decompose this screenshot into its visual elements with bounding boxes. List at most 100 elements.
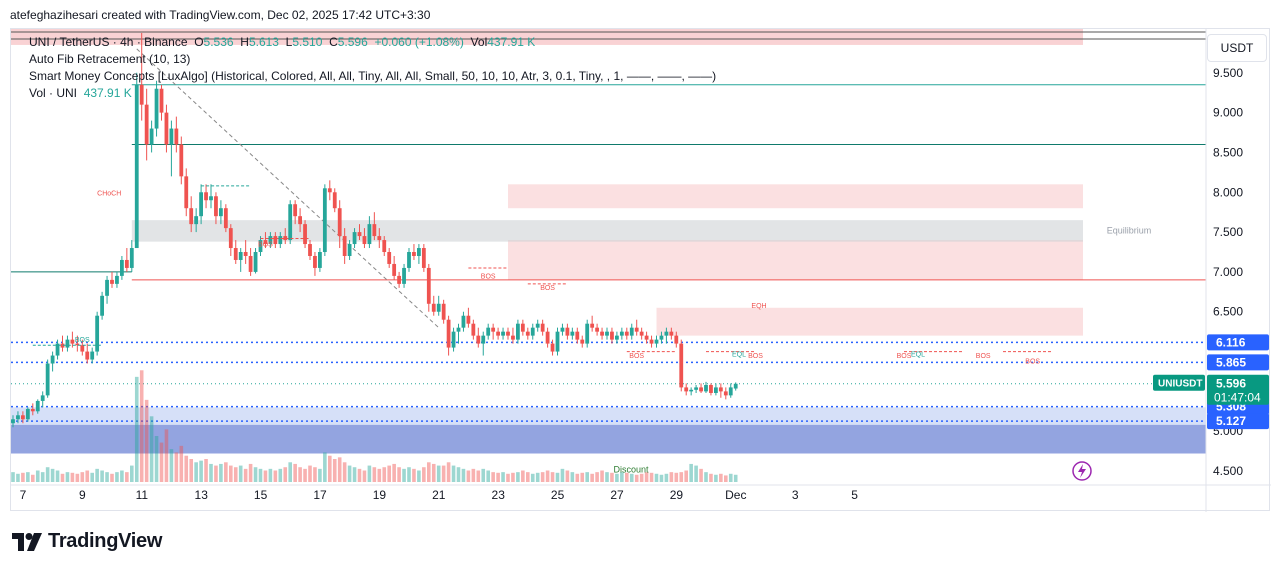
candle-body[interactable] (372, 224, 377, 237)
candle-body[interactable] (674, 335, 679, 344)
candle-body[interactable] (728, 387, 733, 396)
candle-body[interactable] (417, 248, 421, 256)
candle-body[interactable] (629, 327, 634, 336)
candle-body[interactable] (639, 331, 644, 336)
candle-body[interactable] (689, 389, 694, 392)
candle-body[interactable] (516, 323, 520, 340)
candle-body[interactable] (436, 303, 441, 312)
candle-body[interactable] (194, 216, 199, 225)
candle-body[interactable] (446, 319, 451, 348)
candle-body[interactable] (511, 335, 515, 340)
candle-body[interactable] (709, 385, 713, 393)
candle-body[interactable] (456, 327, 461, 332)
candle-body[interactable] (124, 259, 129, 268)
candle-body[interactable] (303, 224, 307, 245)
candle-body[interactable] (139, 84, 144, 105)
candle-body[interactable] (342, 236, 347, 256)
candle-body[interactable] (367, 224, 372, 245)
candle-body[interactable] (154, 88, 159, 129)
candle-body[interactable] (253, 252, 258, 272)
candle-body[interactable] (441, 303, 446, 320)
candle-body[interactable] (80, 345, 85, 352)
candle-body[interactable] (634, 327, 639, 332)
candle-body[interactable] (219, 208, 223, 217)
candle-body[interactable] (60, 343, 65, 348)
candle-body[interactable] (243, 252, 248, 256)
candle-body[interactable] (669, 331, 674, 336)
candle-body[interactable] (50, 355, 55, 364)
candle-body[interactable] (397, 275, 401, 284)
candle-body[interactable] (16, 415, 20, 420)
candle-body[interactable] (30, 408, 35, 412)
candle-body[interactable] (664, 331, 669, 336)
candle-body[interactable] (308, 244, 312, 256)
candle-body[interactable] (426, 267, 431, 304)
candle-body[interactable] (352, 232, 357, 245)
tradingview-logo[interactable]: TradingView (12, 530, 162, 553)
candle-body[interactable] (332, 192, 337, 209)
chart-canvas[interactable]: CHoCH BOS BOS BOS BOS BOS BOS BOS BOS BOS EQH EQL EQ… (11, 29, 1271, 512)
candle-body[interactable] (431, 303, 436, 312)
candle-body[interactable] (11, 419, 15, 424)
candle-body[interactable] (45, 363, 50, 396)
candle-body[interactable] (25, 408, 30, 420)
candle-body[interactable] (733, 383, 738, 389)
candle-body[interactable] (184, 176, 189, 209)
currency-button[interactable]: USDT (1207, 34, 1267, 62)
candle-body[interactable] (684, 387, 689, 392)
candle-body[interactable] (402, 267, 406, 284)
candle-body[interactable] (694, 387, 698, 390)
candle-body[interactable] (723, 391, 728, 396)
candle-body[interactable] (491, 327, 496, 332)
candle-body[interactable] (570, 331, 575, 336)
candle-body[interactable] (704, 385, 708, 392)
candle-body[interactable] (85, 351, 90, 360)
candle-body[interactable] (555, 331, 560, 352)
candle-body[interactable] (233, 248, 238, 260)
candle-body[interactable] (605, 331, 609, 336)
candle-body[interactable] (486, 327, 491, 336)
candle-body[interactable] (313, 255, 317, 268)
candle-body[interactable] (298, 216, 302, 225)
candle-body[interactable] (283, 236, 288, 241)
candle-body[interactable] (120, 259, 124, 276)
candle-body[interactable] (496, 331, 500, 336)
candle-body[interactable] (615, 335, 619, 340)
candle-body[interactable] (481, 335, 486, 344)
candle-body[interactable] (600, 331, 604, 336)
candle-body[interactable] (466, 315, 471, 324)
candle-body[interactable] (550, 343, 555, 352)
candle-body[interactable] (357, 232, 362, 237)
candle-body[interactable] (718, 387, 723, 392)
candle-body[interactable] (347, 244, 352, 256)
candle-body[interactable] (223, 208, 228, 229)
candle-body[interactable] (105, 279, 109, 296)
candle-body[interactable] (268, 236, 273, 245)
candle-body[interactable] (535, 323, 540, 328)
candle-body[interactable] (75, 343, 80, 346)
candle-body[interactable] (565, 327, 570, 336)
candle-body[interactable] (679, 343, 684, 388)
candle-body[interactable] (65, 339, 70, 348)
candle-body[interactable] (164, 112, 169, 145)
candle-body[interactable] (263, 240, 268, 245)
candle-body[interactable] (610, 331, 614, 340)
candle-body[interactable] (288, 204, 293, 241)
legend-indicator-fib[interactable]: Auto Fib Retracement (10, 13) (29, 52, 191, 66)
candle-body[interactable] (248, 255, 253, 272)
candle-body[interactable] (209, 196, 213, 201)
candle-body[interactable] (55, 343, 60, 356)
candle-body[interactable] (115, 275, 119, 284)
candle-body[interactable] (714, 387, 718, 393)
candle-body[interactable] (21, 415, 25, 420)
candle-body[interactable] (318, 252, 322, 268)
candle-body[interactable] (644, 335, 649, 340)
candle-body[interactable] (322, 188, 327, 253)
candle-body[interactable] (293, 204, 298, 217)
candle-body[interactable] (204, 192, 208, 201)
candle-body[interactable] (134, 84, 139, 249)
candle-body[interactable] (100, 295, 104, 316)
candle-body[interactable] (595, 327, 599, 332)
candle-body[interactable] (278, 236, 283, 245)
candle-body[interactable] (189, 208, 194, 225)
